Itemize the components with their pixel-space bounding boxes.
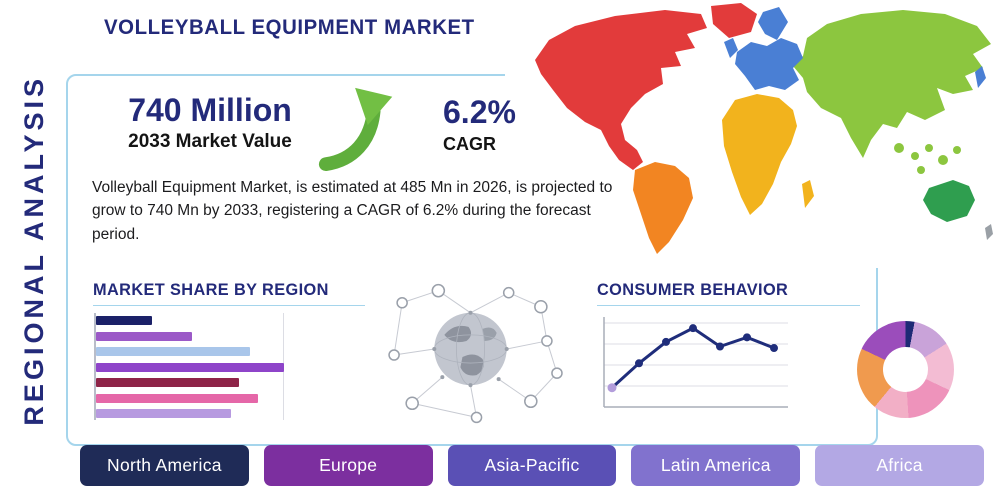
- market-value: 740 Million: [128, 92, 292, 128]
- region-se-asia-islands: [894, 143, 961, 174]
- consumer-behavior-divider: [597, 305, 860, 306]
- region-new-zealand: [985, 224, 993, 240]
- region-japan: [975, 66, 986, 88]
- continent-africa: [722, 94, 797, 215]
- continent-north-america: [535, 10, 707, 170]
- side-label-text: REGIONAL ANALYSIS: [18, 74, 49, 426]
- region-chip-africa[interactable]: Africa: [815, 445, 984, 486]
- continent-asia: [793, 10, 991, 158]
- region-uk: [724, 38, 738, 58]
- region-greenland: [711, 3, 757, 38]
- region-chip-north-america[interactable]: North America: [80, 445, 249, 486]
- market-summary-text: Volleyball Equipment Market, is estimate…: [92, 179, 613, 243]
- region-chip-europe[interactable]: Europe: [263, 445, 433, 486]
- trend-marker-2: [635, 359, 643, 368]
- world-map-panel: [505, 0, 1000, 268]
- page-title: VOLLEYBALL EQUIPMENT MARKET: [104, 16, 475, 39]
- donut-hole: [883, 347, 928, 392]
- market-share-divider: [93, 305, 365, 306]
- market-value-caption: 2033 Market Value: [128, 131, 292, 153]
- trend-marker-4: [689, 324, 697, 333]
- bar-chart-axis: [94, 313, 96, 420]
- globe-network-illustration: [378, 276, 564, 428]
- market-share-heading: MARKET SHARE BY REGION: [93, 280, 329, 299]
- consumer-behavior-heading: CONSUMER BEHAVIOR: [597, 280, 789, 299]
- region-scandinavia: [758, 7, 788, 40]
- bar-segment-7: [96, 409, 232, 418]
- trend-marker-7: [770, 344, 778, 353]
- region-madagascar: [802, 180, 814, 208]
- growth-arrow-icon: [318, 84, 400, 172]
- bar-segment-1: [96, 316, 153, 325]
- trend-marker-6: [743, 333, 751, 342]
- bar-segment-5: [96, 378, 239, 387]
- consumer-behavior-line-chart: [600, 311, 792, 413]
- cagr-value: 6.2%: [443, 94, 516, 130]
- region-chip-asia-pacific[interactable]: Asia-Pacific: [447, 445, 617, 486]
- market-value-block: 740 Million 2033 Market Value: [100, 92, 320, 153]
- trend-marker-1: [607, 383, 617, 393]
- regional-analysis-vertical-label: REGIONAL ANALYSIS: [8, 0, 60, 500]
- continent-australia: [923, 180, 975, 222]
- bar-segment-3: [96, 347, 251, 356]
- trend-marker-5: [716, 342, 724, 351]
- cagr-caption: CAGR: [443, 134, 496, 155]
- continent-south-america: [633, 162, 693, 254]
- bar-segment-4: [96, 362, 284, 372]
- cagr-block: 6.2% CAGR: [443, 94, 516, 155]
- region-chip-latin-america[interactable]: Latin America: [631, 445, 801, 486]
- world-map: [535, 3, 993, 254]
- trend-marker-3: [662, 337, 670, 346]
- region-legend: North America Europe Asia-Pacific Latin Ame…: [80, 445, 984, 486]
- bar-segment-6: [96, 393, 258, 403]
- bar-segment-2: [96, 331, 192, 341]
- continent-europe: [735, 38, 803, 90]
- regional-share-donut-chart: [857, 321, 954, 418]
- market-share-bar-chart: [94, 313, 294, 423]
